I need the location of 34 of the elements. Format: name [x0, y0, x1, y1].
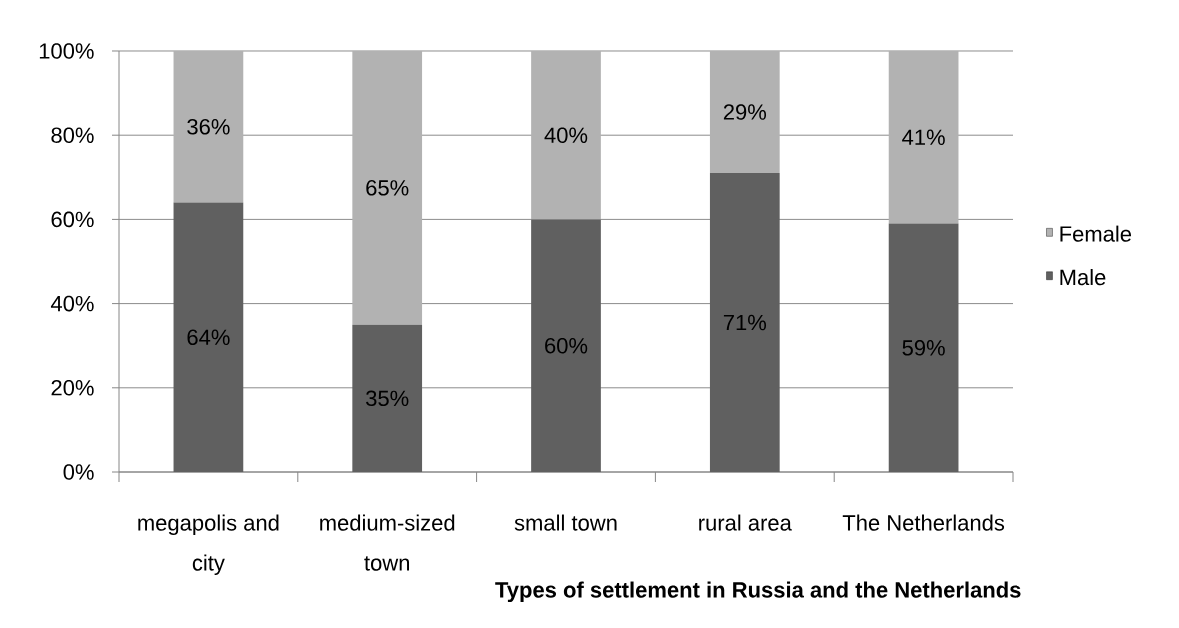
- x-axis-title: Types of settlement in Russia and the Netherlands: [495, 581, 1021, 603]
- data-label: 41%: [902, 129, 945, 145]
- bar: [888, 223, 959, 472]
- bar: [531, 51, 601, 220]
- y-tick-label: 40%: [50, 295, 94, 312]
- legend-label: Female: [1060, 225, 1132, 242]
- x-tick-label: megapolis and city: [138, 514, 279, 576]
- bar: [352, 324, 423, 472]
- y-tick-label: 60%: [51, 211, 94, 228]
- data-label: 65%: [366, 180, 409, 196]
- data-label: 35%: [366, 390, 409, 407]
- data-label: 71%: [723, 314, 767, 331]
- data-label: 64%: [187, 329, 230, 346]
- y-tick-label: 20%: [51, 380, 94, 396]
- bar: [352, 51, 423, 325]
- x-tick-label: rural area: [699, 514, 792, 531]
- data-label: 40%: [544, 127, 588, 143]
- x-tick-label: small town: [514, 514, 617, 531]
- bar: [709, 173, 780, 472]
- x-tick-label: medium-sized town: [320, 514, 455, 571]
- data-label: 60%: [545, 337, 588, 354]
- bar: [531, 219, 601, 472]
- data-label: 36%: [187, 118, 230, 135]
- y-tick-label: 0%: [63, 464, 94, 480]
- bar: [173, 202, 244, 472]
- y-tick-label: 80%: [51, 127, 94, 143]
- bar: [888, 51, 959, 224]
- legend-label: Male: [1060, 269, 1106, 286]
- data-label: 59%: [902, 340, 945, 356]
- x-tick-label: The Netherlands: [842, 514, 1005, 531]
- y-tick-label: 100%: [39, 43, 94, 59]
- bar: [709, 51, 780, 174]
- bar: [173, 51, 244, 203]
- data-label: 29%: [723, 104, 767, 120]
